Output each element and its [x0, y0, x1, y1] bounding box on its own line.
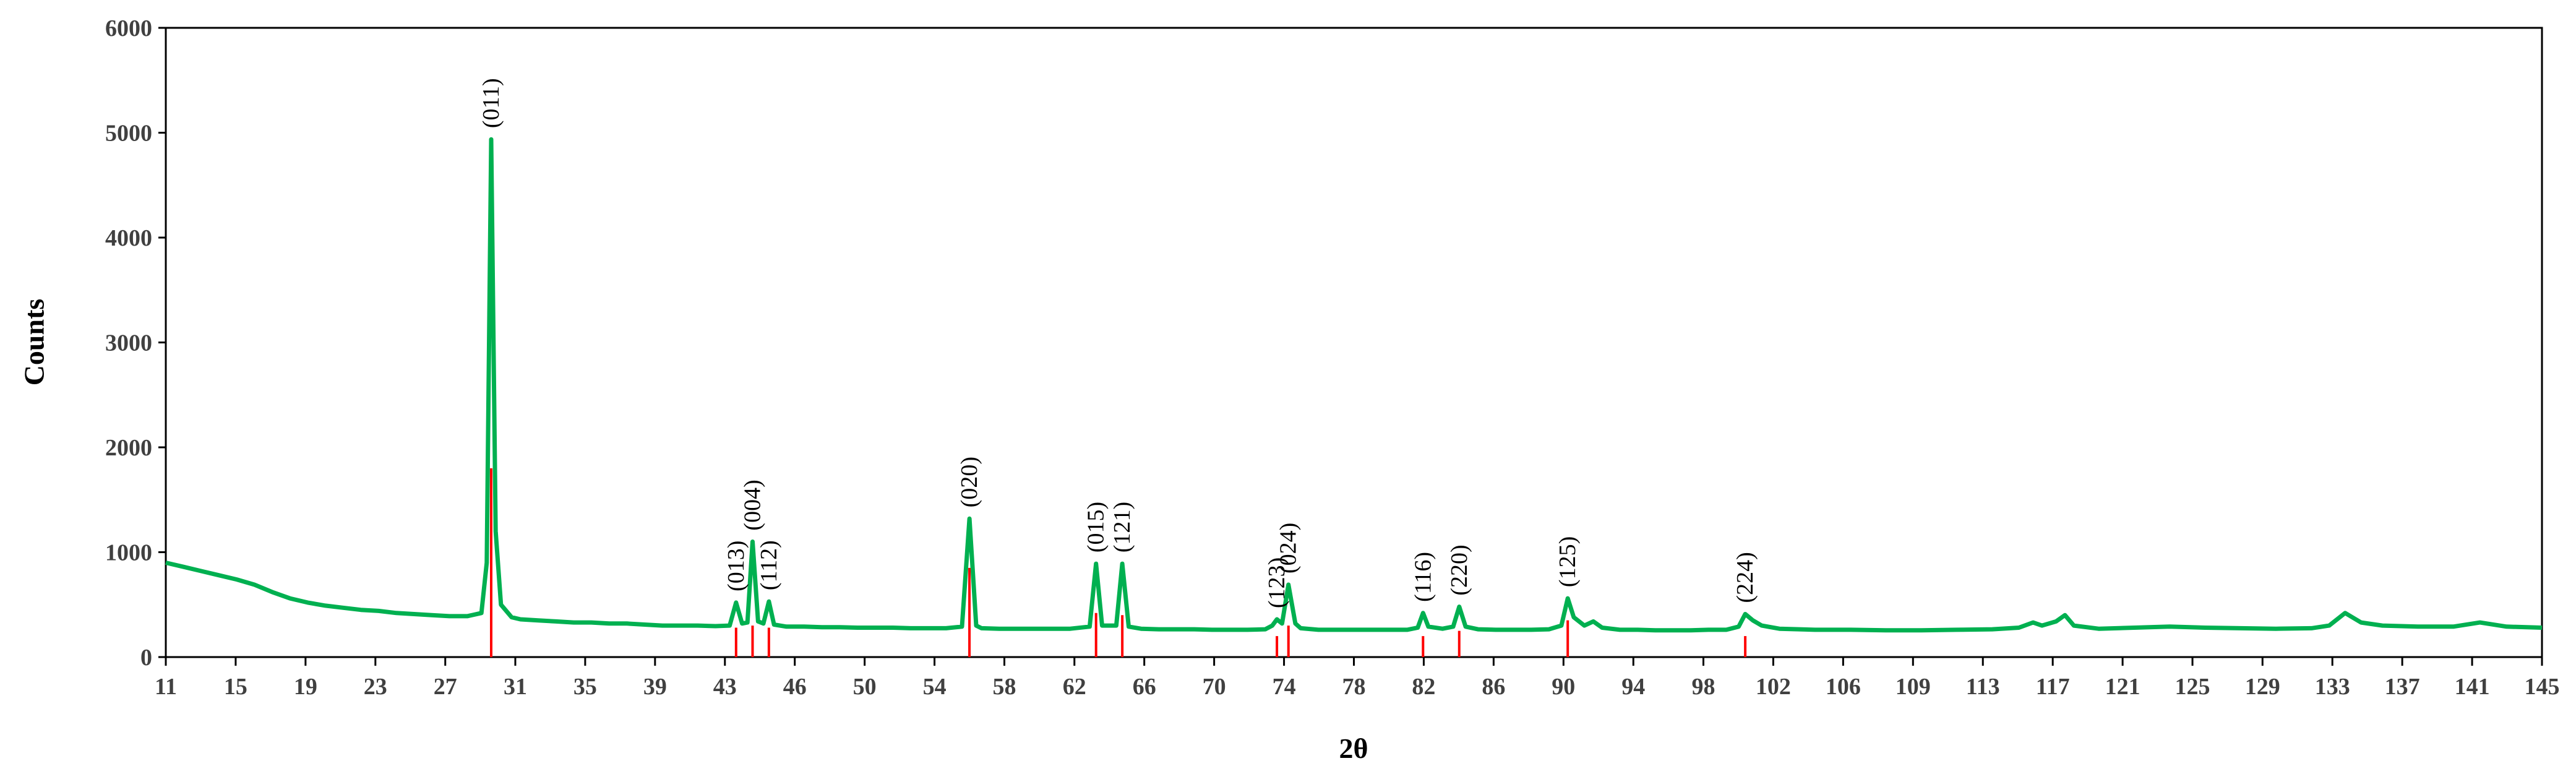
y-tick-label: 4000 — [105, 225, 152, 251]
x-tick-label: 27 — [434, 674, 457, 700]
x-tick-label: 145 — [2525, 674, 2560, 700]
x-tick-label: 82 — [1412, 674, 1435, 700]
x-tick-label: 109 — [1896, 674, 1931, 700]
peak-label: (015) — [1083, 502, 1109, 553]
x-tick-label: 62 — [1063, 674, 1086, 700]
y-tick-label: 5000 — [105, 121, 152, 147]
x-tick-label: 133 — [2315, 674, 2350, 700]
x-tick-label: 78 — [1342, 674, 1366, 700]
x-tick-label: 106 — [1826, 674, 1861, 700]
x-tick-label: 113 — [1966, 674, 2000, 700]
x-tick-label: 58 — [993, 674, 1016, 700]
x-tick-label: 94 — [1621, 674, 1645, 700]
peak-label: (121) — [1109, 502, 1135, 553]
x-tick-label: 23 — [364, 674, 387, 700]
x-tick-label: 11 — [155, 674, 177, 700]
peak-label: (123) — [1264, 557, 1290, 608]
x-tick-label: 125 — [2175, 674, 2210, 700]
y-tick-label: 6000 — [105, 15, 152, 41]
x-tick-label: 117 — [2036, 674, 2070, 700]
peak-label: (013) — [723, 541, 749, 591]
x-tick-label: 121 — [2105, 674, 2140, 700]
x-tick-label: 43 — [713, 674, 737, 700]
peak-label: (125) — [1555, 536, 1581, 587]
x-tick-label: 98 — [1691, 674, 1715, 700]
x-tick-label: 141 — [2455, 674, 2490, 700]
x-tick-label: 19 — [294, 674, 317, 700]
x-tick-label: 54 — [923, 674, 947, 700]
x-tick-label: 66 — [1133, 674, 1156, 700]
peak-label: (024) — [1276, 523, 1302, 574]
x-tick-label: 15 — [224, 674, 247, 700]
y-axis-title: Counts — [19, 299, 50, 386]
x-tick-label: 31 — [504, 674, 527, 700]
x-axis-title: 2θ — [1339, 733, 1368, 764]
peak-label: (020) — [956, 457, 982, 507]
y-tick-label: 2000 — [105, 435, 152, 461]
x-tick-label: 46 — [783, 674, 807, 700]
y-tick-label: 1000 — [105, 540, 152, 566]
x-tick-label: 137 — [2385, 674, 2420, 700]
peak-label: (112) — [756, 540, 782, 590]
y-tick-label: 3000 — [105, 330, 152, 356]
peak-label: (224) — [1732, 552, 1758, 603]
y-tick-label: 0 — [140, 645, 152, 671]
data-line — [165, 137, 2543, 633]
x-tick-label: 74 — [1273, 674, 1296, 700]
peak-label: (011) — [478, 78, 504, 128]
peak-label: (220) — [1446, 544, 1472, 595]
x-tick-label: 35 — [573, 674, 597, 700]
x-tick-label: 90 — [1552, 674, 1575, 700]
x-tick-label: 50 — [853, 674, 877, 700]
peak-label: (004) — [739, 479, 765, 530]
plot-frame — [165, 27, 2543, 658]
peak-label: (116) — [1410, 552, 1436, 602]
x-tick-label: 102 — [1756, 674, 1791, 700]
x-tick-label: 70 — [1203, 674, 1226, 700]
x-tick-label: 39 — [643, 674, 667, 700]
x-tick-label: 129 — [2245, 674, 2280, 700]
x-tick-label: 86 — [1482, 674, 1505, 700]
